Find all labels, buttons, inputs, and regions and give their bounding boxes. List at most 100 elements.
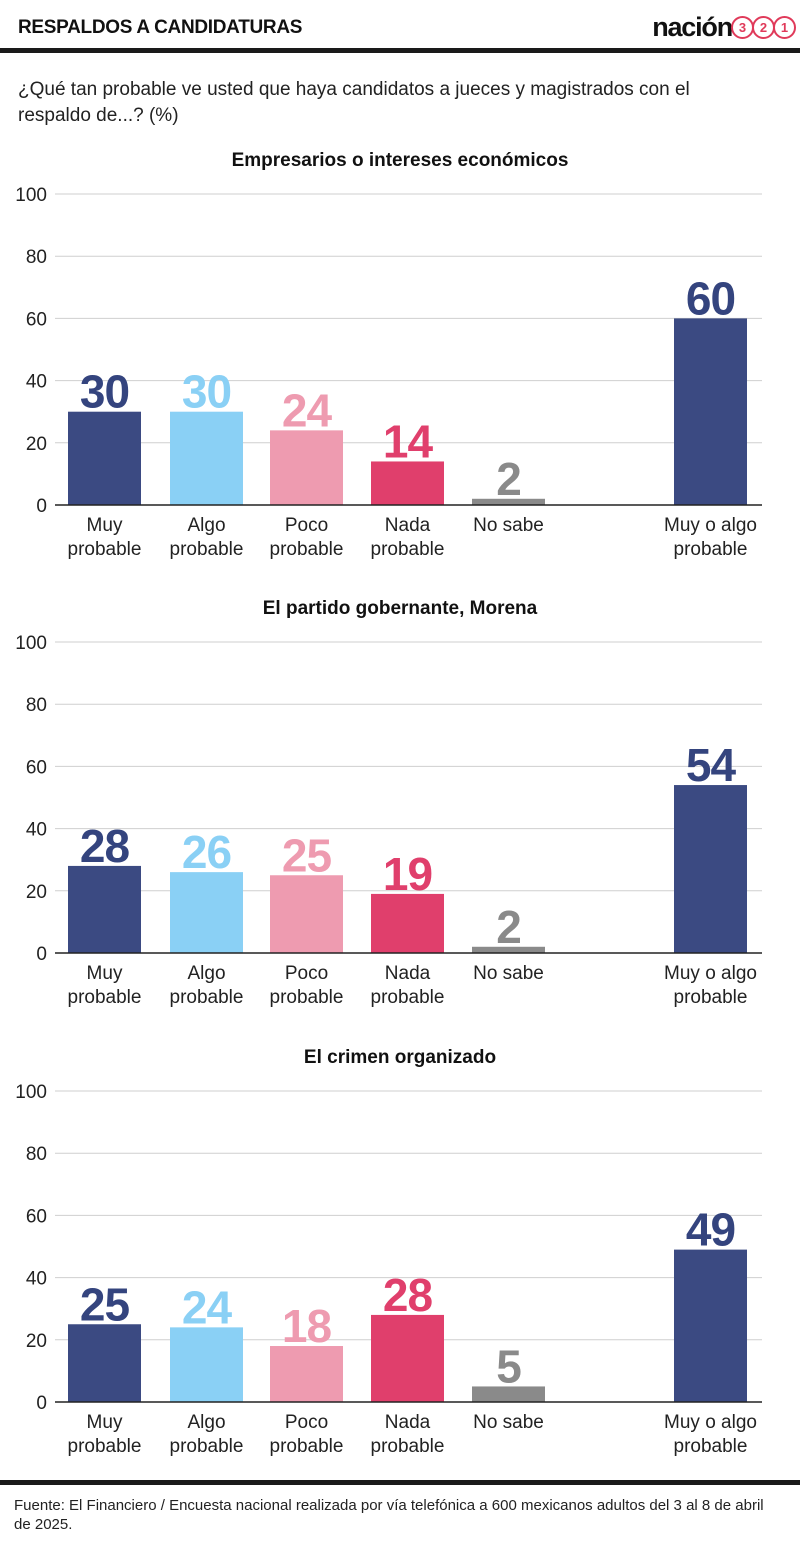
y-tick-label: 100 bbox=[15, 1082, 47, 1103]
value-label-nada-probable: 19 bbox=[383, 848, 432, 900]
bar-poco-probable bbox=[270, 875, 343, 953]
y-tick-label: 40 bbox=[26, 372, 47, 393]
source-note: Fuente: El Financiero / Encuesta naciona… bbox=[14, 1497, 764, 1533]
brand-logo: nación 3 2 1 bbox=[652, 10, 796, 44]
value-label-nada-probable: 14 bbox=[383, 415, 434, 467]
y-tick-label: 0 bbox=[36, 944, 47, 965]
bar-poco-probable bbox=[270, 1346, 343, 1402]
y-tick-label: 20 bbox=[26, 434, 47, 455]
bar-chart-svg: Empresarios o intereses económicos 0 20 40 6… bbox=[15, 150, 762, 560]
y-tick-label: 0 bbox=[36, 496, 47, 517]
category-label-poco-probable: probable bbox=[270, 539, 344, 560]
bar-chart-svg: El partido gobernante, Morena 0 20 40 60 80 10… bbox=[15, 598, 762, 1008]
chart-panel-crimen: El crimen organizado 0 20 40 60 80 100 25 Muy pro… bbox=[0, 1037, 800, 1467]
chart-panel-morena: El partido gobernante, Morena 0 20 40 60 80 10… bbox=[0, 588, 800, 1018]
category-label-poco-probable: probable bbox=[270, 987, 344, 1008]
chart-question: ¿Qué tan probable ve usted que haya cand… bbox=[18, 79, 690, 126]
category-label-muy-probable: probable bbox=[68, 539, 142, 560]
category-label-no-sabe: No sabe bbox=[473, 515, 544, 536]
bar-chart-svg: El crimen organizado 0 20 40 60 80 100 25 Muy pro… bbox=[15, 1047, 762, 1457]
value-label-muy-probable: 28 bbox=[80, 820, 130, 872]
category-label-muy-o-algo-probable: Muy o algo bbox=[664, 515, 757, 536]
bar-muy-probable bbox=[68, 865, 141, 953]
bar-no-sabe bbox=[472, 498, 545, 505]
bar-muy-probable bbox=[68, 1324, 141, 1402]
category-label-nada-probable: Nada bbox=[385, 1412, 431, 1433]
y-tick-label: 80 bbox=[26, 695, 47, 716]
header-title: RESPALDOS A CANDIDATURAS bbox=[18, 17, 303, 38]
category-label-muy-o-algo-probable: probable bbox=[674, 987, 748, 1008]
category-label-algo-probable: probable bbox=[170, 987, 244, 1008]
logo-number-3: 3 bbox=[731, 15, 754, 39]
value-label-nada-probable: 28 bbox=[383, 1269, 433, 1321]
logo-number-1: 1 bbox=[773, 15, 796, 39]
bar-algo-probable bbox=[170, 1327, 243, 1402]
category-label-muy-o-algo-probable: probable bbox=[674, 539, 748, 560]
y-tick-label: 40 bbox=[26, 1269, 47, 1290]
bar-no-sabe bbox=[472, 1386, 545, 1402]
logo-word: nación bbox=[652, 11, 733, 42]
category-label-poco-probable: probable bbox=[270, 1436, 344, 1457]
category-label-poco-probable: Poco bbox=[285, 1412, 328, 1433]
category-label-muy-o-algo-probable: Muy o algo bbox=[664, 1412, 757, 1433]
chart-title: Empresarios o intereses económicos bbox=[232, 150, 569, 171]
bar-muy-o-algo-probable bbox=[674, 785, 747, 953]
value-label-no-sabe: 5 bbox=[496, 1340, 521, 1392]
y-tick-label: 80 bbox=[26, 247, 47, 268]
category-label-nada-probable: probable bbox=[371, 987, 445, 1008]
bar-algo-probable bbox=[170, 411, 243, 505]
category-label-algo-probable: Algo bbox=[187, 515, 225, 536]
bar-poco-probable bbox=[270, 430, 343, 505]
value-label-no-sabe: 2 bbox=[496, 901, 521, 953]
bar-nada-probable bbox=[371, 461, 444, 505]
value-label-algo-probable: 26 bbox=[182, 826, 231, 878]
logo-number-2: 2 bbox=[752, 15, 775, 39]
category-label-muy-probable: Muy bbox=[87, 963, 123, 984]
footer-divider bbox=[0, 1480, 800, 1485]
value-label-poco-probable: 18 bbox=[282, 1300, 332, 1352]
y-tick-label: 20 bbox=[26, 1331, 47, 1352]
logo-numbers: 3 2 1 bbox=[731, 15, 796, 39]
chart-title: El crimen organizado bbox=[304, 1047, 496, 1068]
bar-nada-probable bbox=[371, 1314, 444, 1402]
category-label-algo-probable: Algo bbox=[187, 963, 225, 984]
value-label-poco-probable: 24 bbox=[282, 384, 333, 436]
chart-title: El partido gobernante, Morena bbox=[263, 598, 538, 619]
category-label-no-sabe: No sabe bbox=[473, 963, 544, 984]
category-label-algo-probable: probable bbox=[170, 539, 244, 560]
value-label-muy-probable: 30 bbox=[80, 366, 129, 418]
bar-muy-probable bbox=[68, 411, 141, 505]
bar-algo-probable bbox=[170, 872, 243, 953]
y-tick-label: 60 bbox=[26, 1206, 47, 1227]
y-tick-label: 60 bbox=[26, 309, 47, 330]
category-label-muy-o-algo-probable: probable bbox=[674, 1436, 748, 1457]
category-label-nada-probable: Nada bbox=[385, 515, 431, 536]
category-label-muy-probable: Muy bbox=[87, 1412, 123, 1433]
category-label-nada-probable: probable bbox=[371, 1436, 445, 1457]
bar-muy-o-algo-probable bbox=[674, 1249, 747, 1402]
value-label-no-sabe: 2 bbox=[496, 453, 521, 505]
category-label-poco-probable: Poco bbox=[285, 963, 328, 984]
y-tick-label: 40 bbox=[26, 820, 47, 841]
category-label-nada-probable: Nada bbox=[385, 963, 431, 984]
bar-no-sabe bbox=[472, 946, 545, 953]
category-label-muy-o-algo-probable: Muy o algo bbox=[664, 963, 757, 984]
value-label-poco-probable: 25 bbox=[282, 829, 332, 881]
bar-nada-probable bbox=[371, 893, 444, 953]
category-label-poco-probable: Poco bbox=[285, 515, 328, 536]
category-label-muy-probable: probable bbox=[68, 1436, 142, 1457]
bar-muy-o-algo-probable bbox=[674, 318, 747, 505]
header-divider bbox=[0, 48, 800, 53]
y-tick-label: 20 bbox=[26, 882, 47, 903]
y-tick-label: 0 bbox=[36, 1393, 47, 1414]
y-tick-label: 100 bbox=[15, 185, 47, 206]
category-label-nada-probable: probable bbox=[371, 539, 445, 560]
category-label-algo-probable: probable bbox=[170, 1436, 244, 1457]
category-label-muy-probable: Muy bbox=[87, 515, 123, 536]
header: RESPALDOS A CANDIDATURAS nación 3 2 1 bbox=[0, 0, 800, 54]
category-label-no-sabe: No sabe bbox=[473, 1412, 544, 1433]
y-tick-label: 80 bbox=[26, 1144, 47, 1165]
y-tick-label: 60 bbox=[26, 757, 47, 778]
value-label-muy-o-algo-probable: 49 bbox=[686, 1204, 735, 1256]
value-label-muy-probable: 25 bbox=[80, 1278, 130, 1330]
